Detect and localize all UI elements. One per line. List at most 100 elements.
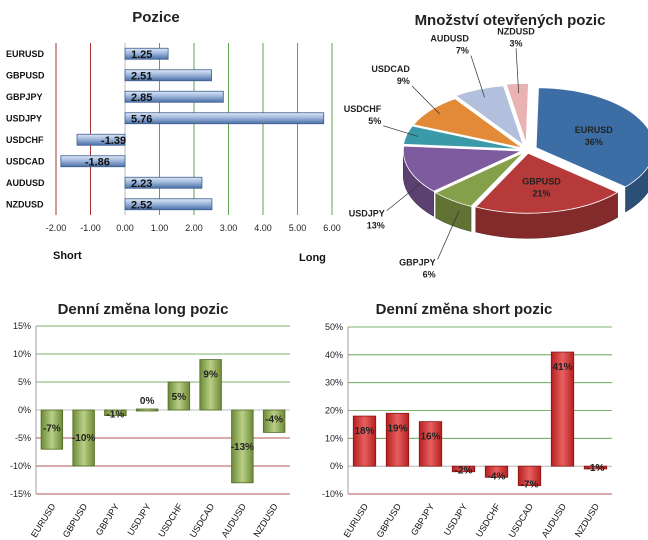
long-category-label-usdchf: USDCHF bbox=[156, 501, 185, 539]
long-change-title: Denní změna long pozic bbox=[58, 301, 229, 318]
short-value-label-audusd: 41% bbox=[552, 362, 572, 373]
short-bar-audusd bbox=[550, 351, 575, 467]
value-label-audusd: 2.23 bbox=[131, 178, 152, 190]
x-tick-5-00: 5.00 bbox=[289, 223, 307, 233]
pie-slice-eurusd bbox=[535, 87, 648, 188]
short-y-tick-30-: 30% bbox=[325, 378, 343, 388]
x-tick--1-00: -1.00 bbox=[80, 223, 101, 233]
pie-pct-gbpusd: 21% bbox=[533, 188, 551, 198]
pie-slice-gbpjpy bbox=[434, 152, 524, 207]
short-change-chart: Denní změna short pozic 18% 19% 16% -2% -4% -… bbox=[322, 301, 612, 539]
pie-slice-audusd bbox=[454, 85, 524, 146]
pie-pct-nzdusd: 3% bbox=[510, 38, 523, 48]
long-value-label-nzdusd: -4% bbox=[265, 414, 283, 425]
long-bar-gbpjpy bbox=[104, 409, 127, 416]
x-tick-6-00: 6.00 bbox=[323, 223, 341, 233]
pie-pct-usdchf: 5% bbox=[368, 116, 381, 126]
short-bar-usdcad bbox=[517, 465, 542, 487]
long-bar-nzdusd bbox=[262, 409, 286, 433]
pie-leader-nzdusd bbox=[515, 48, 520, 94]
long-category-label-usdjpy: USDJPY bbox=[126, 502, 153, 537]
short-bar-usdchf bbox=[484, 465, 509, 478]
short-label: Short bbox=[53, 250, 82, 262]
long-value-label-eurusd: -7% bbox=[43, 424, 61, 435]
bar-usdjpy bbox=[124, 112, 325, 125]
pie-slice-gbpusd bbox=[475, 152, 619, 214]
bar-audusd bbox=[124, 176, 203, 189]
positions-title: Pozice bbox=[132, 9, 180, 26]
short-bar-eurusd bbox=[352, 415, 377, 467]
long-category-label-gbpusd: GBPUSD bbox=[61, 501, 90, 539]
pie-leader-usdcad bbox=[411, 85, 441, 115]
value-label-gbpjpy: 2.85 bbox=[131, 92, 152, 104]
short-value-label-gbpusd: 19% bbox=[387, 423, 407, 434]
category-label-usdjpy: USDJPY bbox=[6, 113, 42, 123]
short-value-label-nzdusd: -1% bbox=[587, 463, 605, 474]
category-label-gbpusd: GBPUSD bbox=[6, 70, 45, 80]
category-label-gbpjpy: GBPJPY bbox=[6, 92, 43, 102]
short-category-label-nzdusd: NZDUSD bbox=[573, 501, 602, 539]
pie-slice-nzdusd bbox=[505, 83, 529, 144]
pie-pct-usdjpy: 13% bbox=[367, 221, 385, 231]
long-label: Long bbox=[299, 252, 326, 264]
category-label-usdcad: USDCAD bbox=[6, 156, 45, 166]
short-y-tick-20-: 20% bbox=[325, 406, 343, 416]
long-change-chart: Denní změna long pozic -7% -10% -1% 0% 5% 9% -… bbox=[10, 301, 290, 539]
short-category-label-eurusd: EURUSD bbox=[342, 501, 371, 539]
long-category-label-nzdusd: NZDUSD bbox=[251, 501, 280, 539]
long-bar-audusd bbox=[231, 409, 254, 484]
pie-leader-usdjpy bbox=[386, 182, 422, 211]
category-label-audusd: AUDUSD bbox=[6, 178, 45, 188]
pie-side-eurusd bbox=[625, 166, 648, 213]
short-y-tick-10-: 10% bbox=[325, 433, 343, 443]
pie-leader-usdchf bbox=[383, 125, 419, 137]
pie-label-usdcad: USDCAD bbox=[371, 64, 410, 74]
short-category-label-gbpjpy: GBPJPY bbox=[409, 502, 436, 537]
long-category-label-eurusd: EURUSD bbox=[29, 501, 58, 539]
long-category-label-audusd: AUDUSD bbox=[219, 501, 248, 539]
pie-slice-usdchf bbox=[403, 125, 522, 150]
pie-label-eurusd: EURUSD bbox=[575, 125, 614, 135]
x-tick-1-00: 1.00 bbox=[151, 223, 169, 233]
long-bar-usdcad bbox=[199, 359, 222, 411]
x-tick-3-00: 3.00 bbox=[220, 223, 238, 233]
value-label-gbpusd: 2.51 bbox=[131, 70, 152, 82]
category-label-eurusd: EURUSD bbox=[6, 49, 45, 59]
long-y-tick-10-: 10% bbox=[13, 349, 31, 359]
pie-pct-eurusd: 36% bbox=[585, 137, 603, 147]
category-label-nzdusd: NZDUSD bbox=[6, 199, 44, 209]
x-tick-2-00: 2.00 bbox=[185, 223, 203, 233]
long-category-label-gbpjpy: GBPJPY bbox=[94, 502, 121, 537]
short-y-tick-40-: 40% bbox=[325, 350, 343, 360]
bar-nzdusd bbox=[124, 198, 213, 211]
short-y-tick-0-: 0% bbox=[330, 461, 343, 471]
long-bar-usdchf bbox=[167, 381, 191, 411]
pie-leader-gbpjpy bbox=[437, 210, 460, 260]
pie-label-nzdusd: NZDUSD bbox=[497, 26, 535, 36]
pie-label-gbpusd: GBPUSD bbox=[522, 176, 561, 186]
long-y-tick--5-: -5% bbox=[15, 433, 31, 443]
x-tick-0-00: 0.00 bbox=[116, 223, 134, 233]
pie-slice-usdcad bbox=[412, 98, 523, 149]
short-category-label-usdchf: USDCHF bbox=[474, 501, 503, 539]
bar-gbpusd bbox=[124, 69, 212, 82]
pie-slice-usdjpy bbox=[402, 145, 522, 192]
long-y-tick--10-: -10% bbox=[10, 461, 31, 471]
pie-pct-gbpjpy: 6% bbox=[423, 269, 436, 279]
short-bar-usdjpy bbox=[451, 465, 476, 473]
bar-usdcad bbox=[60, 155, 126, 168]
pie-label-audusd: AUDUSD bbox=[430, 34, 469, 44]
long-bar-eurusd bbox=[40, 409, 64, 450]
long-value-label-audusd: -13% bbox=[231, 442, 254, 453]
value-label-eurusd: 1.25 bbox=[131, 49, 152, 61]
long-value-label-gbpjpy: -1% bbox=[106, 410, 124, 421]
bar-eurusd bbox=[124, 47, 169, 60]
long-y-tick-5-: 5% bbox=[18, 377, 31, 387]
short-value-label-usdchf: -4% bbox=[488, 471, 506, 482]
x-tick-4-00: 4.00 bbox=[254, 223, 272, 233]
value-label-usdjpy: 5.76 bbox=[131, 113, 152, 125]
short-value-label-gbpjpy: 16% bbox=[420, 432, 440, 443]
pie-label-usdchf: USDCHF bbox=[344, 104, 382, 114]
long-category-label-usdcad: USDCAD bbox=[188, 501, 217, 539]
